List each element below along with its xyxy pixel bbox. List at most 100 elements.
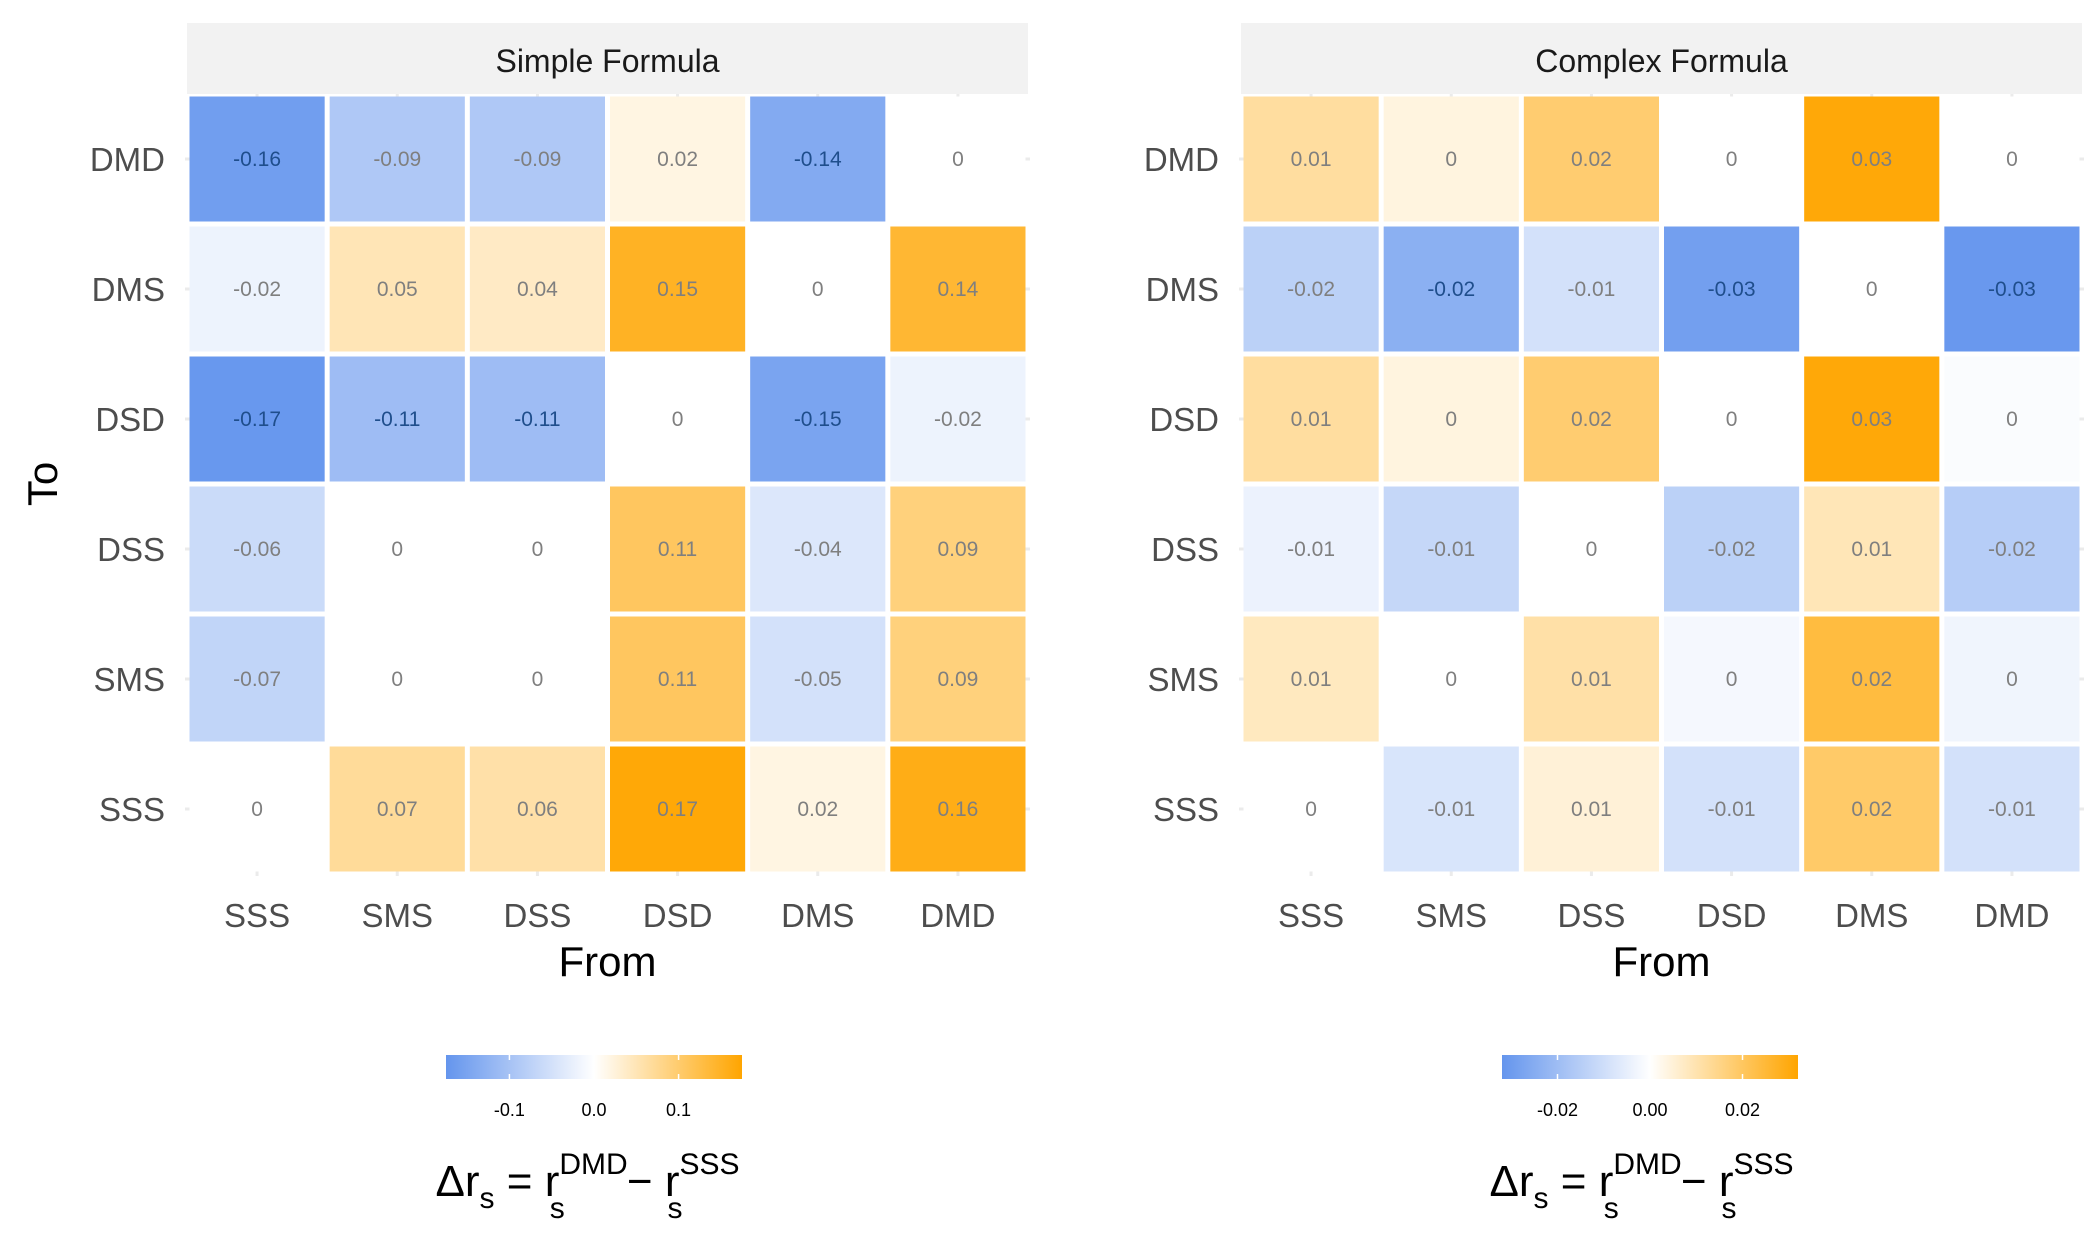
legend-title-part: SSS — [680, 1148, 740, 1181]
cell-value-label: 0.14 — [937, 278, 978, 301]
heatmap-cell — [329, 96, 465, 222]
legend-title-part: SSS — [1734, 1148, 1794, 1181]
heatmap-cell — [1664, 356, 1800, 482]
cell-value-label: 0.04 — [517, 278, 558, 301]
cell-value-label: -0.02 — [1427, 278, 1475, 301]
cell-value-label: -0.02 — [1287, 278, 1335, 301]
cell-value-label: 0 — [1726, 148, 1738, 171]
legend-title-part: r — [1719, 1157, 1734, 1206]
y-tick-label: DMS — [92, 271, 165, 308]
x-tick-label: DSS — [1557, 897, 1625, 934]
heatmap-cell — [1944, 96, 2080, 222]
cell-value-label: 0 — [1866, 278, 1878, 301]
heatmap-cell — [610, 96, 746, 222]
heatmap-cell — [469, 226, 605, 352]
heatmap-cell — [469, 356, 605, 482]
y-tick-label: DSS — [1151, 531, 1219, 568]
heatmap-cell — [610, 746, 746, 872]
legend-title-part: Δr — [1490, 1157, 1534, 1206]
cell-value-label: -0.05 — [794, 668, 842, 691]
legend-title-part: r — [665, 1157, 680, 1206]
heatmap-cell — [1383, 616, 1519, 742]
cell-value-label: -0.16 — [233, 148, 281, 171]
panel-strip — [187, 23, 1028, 94]
x-tick-label: SSS — [224, 897, 290, 934]
heatmap-cell — [1804, 356, 1940, 482]
legend-title-part: s — [1534, 1182, 1549, 1215]
heatmap-cell — [1243, 486, 1379, 612]
cell-value-label: 0.01 — [1571, 798, 1612, 821]
x-axis-title: From — [1613, 938, 1711, 985]
heatmap-cell — [329, 486, 465, 612]
cell-value-label: 0.02 — [797, 798, 838, 821]
legend-title-part: DMD — [1613, 1148, 1681, 1181]
legend-title-part: r — [1599, 1157, 1614, 1206]
cell-value-label: 0.09 — [937, 538, 978, 561]
cell-value-label: 0 — [532, 668, 544, 691]
heatmap-cell — [1664, 96, 1800, 222]
y-tick-label: SSS — [1153, 791, 1219, 828]
cell-value-label: 0.05 — [377, 278, 418, 301]
panel-complex-formula: Complex Formula 0 -0.01 0.01 -0.01 0.02 -0.01 0… — [1144, 23, 2084, 1225]
heatmap-cell — [1664, 616, 1800, 742]
heatmap-cell — [1383, 746, 1519, 872]
cell-value-label: 0.02 — [657, 148, 698, 171]
heatmap-cell — [750, 486, 886, 612]
legend-title-part: − — [615, 1157, 665, 1206]
legend-title-part: r — [545, 1157, 560, 1206]
heatmap-cell — [1243, 96, 1379, 222]
y-tick-label: DSD — [1149, 401, 1219, 438]
heatmap-cell — [1523, 616, 1659, 742]
legend-title: Δrs = rDMD s − rSSS s — [1490, 1148, 1794, 1225]
legend-tick-label: 0.02 — [1725, 1100, 1760, 1120]
heatmap-cell — [1664, 746, 1800, 872]
panel-simple-formula: Simple Formula 0 0.07 0.06 0.17 0.02 0.16 -0.07… — [19, 23, 1030, 1225]
legend-title: Δrs = rDMD s − rSSS s — [436, 1148, 740, 1225]
cell-value-label: 0.02 — [1571, 408, 1612, 431]
cell-value-label: 0 — [391, 538, 403, 561]
y-tick-label: DMS — [1146, 271, 1219, 308]
heatmap-cell — [1944, 356, 2080, 482]
legend-tick-label: 0.1 — [666, 1100, 691, 1120]
x-tick-label: DMS — [781, 897, 854, 934]
heatmap-cell — [469, 616, 605, 742]
heatmap-cell — [890, 746, 1026, 872]
cell-value-label: -0.01 — [1427, 538, 1475, 561]
cell-value-label: 0 — [1445, 668, 1457, 691]
heatmap-cell — [890, 616, 1026, 742]
cell-value-label: -0.09 — [373, 148, 421, 171]
heatmap-cell — [1523, 356, 1659, 482]
heatmap-cell — [1664, 226, 1800, 352]
cell-value-label: 0.09 — [937, 668, 978, 691]
heatmap-cell — [1664, 486, 1800, 612]
heatmap-cell — [1243, 226, 1379, 352]
x-tick-label: SSS — [1278, 897, 1344, 934]
heatmap-cell — [1523, 96, 1659, 222]
heatmap-cell — [750, 96, 886, 222]
heatmap-cell — [610, 226, 746, 352]
legend-title-part: s — [668, 1192, 683, 1225]
legend-tick-label: -0.1 — [494, 1100, 525, 1120]
cell-value-label: 0 — [1726, 668, 1738, 691]
heatmap-cell — [610, 616, 746, 742]
cell-value-label: -0.06 — [233, 538, 281, 561]
x-tick-label: DSD — [643, 897, 713, 934]
legend-title-part: DMD — [559, 1148, 627, 1181]
heatmap-cell — [1383, 226, 1519, 352]
heatmap-cell — [469, 486, 605, 612]
x-tick-label: SMS — [361, 897, 433, 934]
y-axis-title: To — [19, 462, 66, 506]
heatmap-cell — [329, 616, 465, 742]
cell-value-label: -0.02 — [1708, 538, 1756, 561]
heatmap-cell — [189, 486, 325, 612]
heatmap-cell — [1804, 616, 1940, 742]
heatmap-cell — [1523, 746, 1659, 872]
y-tick-label: DSD — [95, 401, 165, 438]
cell-value-label: -0.11 — [374, 408, 420, 431]
y-tick-label: SMS — [1147, 661, 1219, 698]
legend-tick-label: 0.00 — [1632, 1100, 1667, 1120]
panel-title: Simple Formula — [495, 43, 719, 79]
legend-tick-label: 0.0 — [581, 1100, 606, 1120]
